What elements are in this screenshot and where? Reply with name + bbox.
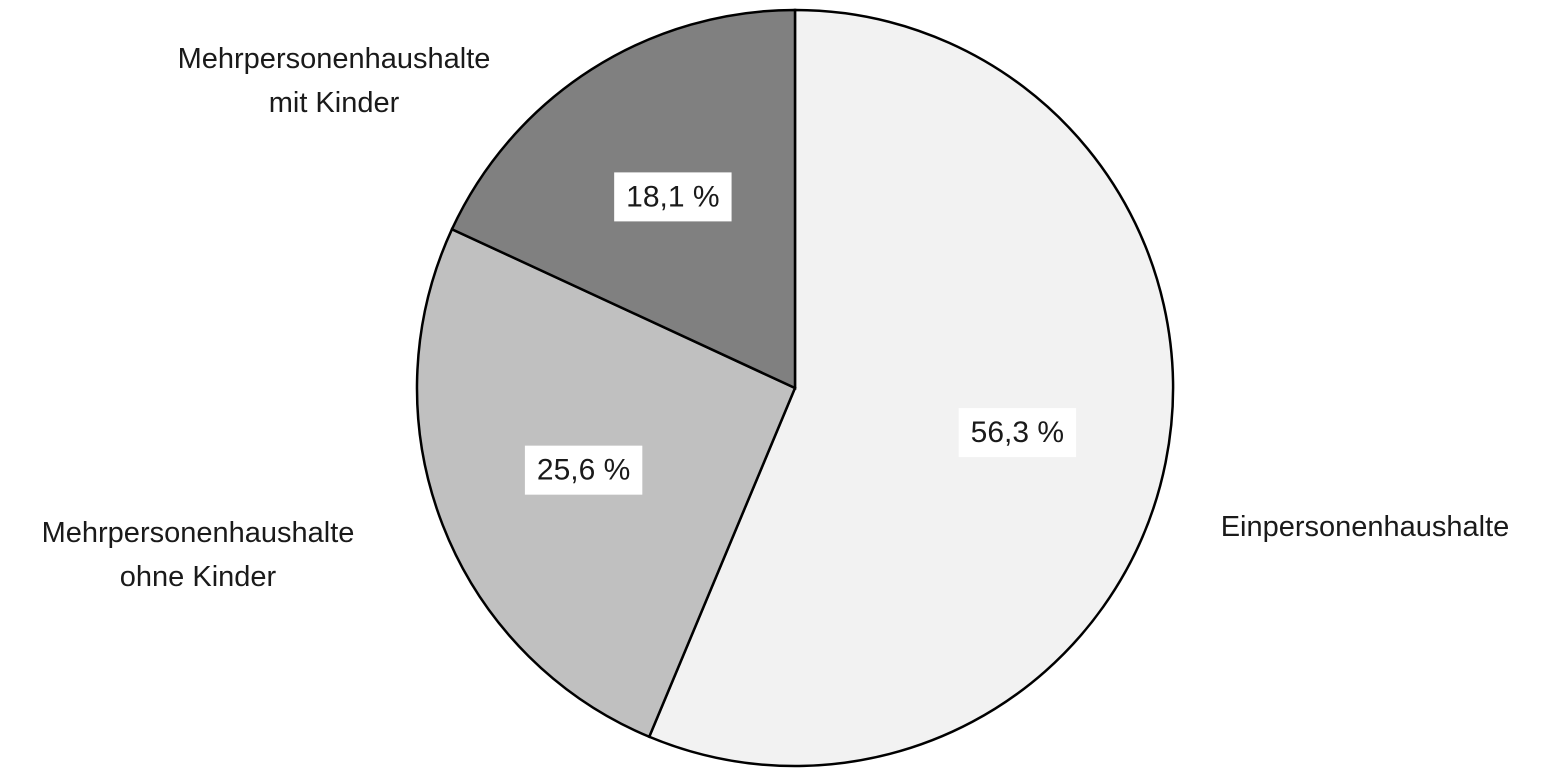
value-label-group-mehrpersonenhaushalte-ohne-kinder: 25,6 % <box>524 445 643 495</box>
pie-category-labels: Einpersonenhaushalte Mehrpersonenhaushalt… <box>42 43 1510 593</box>
pie-value-labels: 56,3 % 25,6 % 18,1 % <box>524 172 1077 495</box>
category-label-line: ohne Kinder <box>120 561 277 593</box>
value-label-group-mehrpersonenhaushalte-mit-kinder: 18,1 % <box>614 172 732 222</box>
category-label-einpersonenhaushalte: Einpersonenhaushalte <box>1221 511 1510 543</box>
value-label-einpersonenhaushalte: 56,3 % <box>971 416 1064 449</box>
value-label-mehrpersonenhaushalte-mit-kinder: 18,1 % <box>626 180 719 213</box>
pie-slice-einpersonenhaushalte <box>647 8 1175 768</box>
value-label-mehrpersonenhaushalte-ohne-kinder: 25,6 % <box>537 454 630 487</box>
category-label-mehrpersonenhaushalte-mit-kinder: Mehrpersonenhaushalte mit Kinder <box>178 43 491 119</box>
value-label-box-mehrpersonenhaushalte-mit-kinder <box>614 172 732 222</box>
category-label-mehrpersonenhaushalte-ohne-kinder: Mehrpersonenhaushalte ohne Kinder <box>42 517 355 593</box>
value-label-box-mehrpersonenhaushalte-ohne-kinder <box>524 445 643 495</box>
value-label-box-einpersonenhaushalte <box>958 408 1077 458</box>
category-label-line: Mehrpersonenhaushalte <box>178 43 491 75</box>
pie-slices <box>415 8 1175 768</box>
value-label-group-einpersonenhaushalte: 56,3 % <box>958 408 1077 458</box>
category-label-line: mit Kinder <box>269 87 400 119</box>
category-label-line: Einpersonenhaushalte <box>1221 511 1510 543</box>
category-label-line: Mehrpersonenhaushalte <box>42 517 355 549</box>
